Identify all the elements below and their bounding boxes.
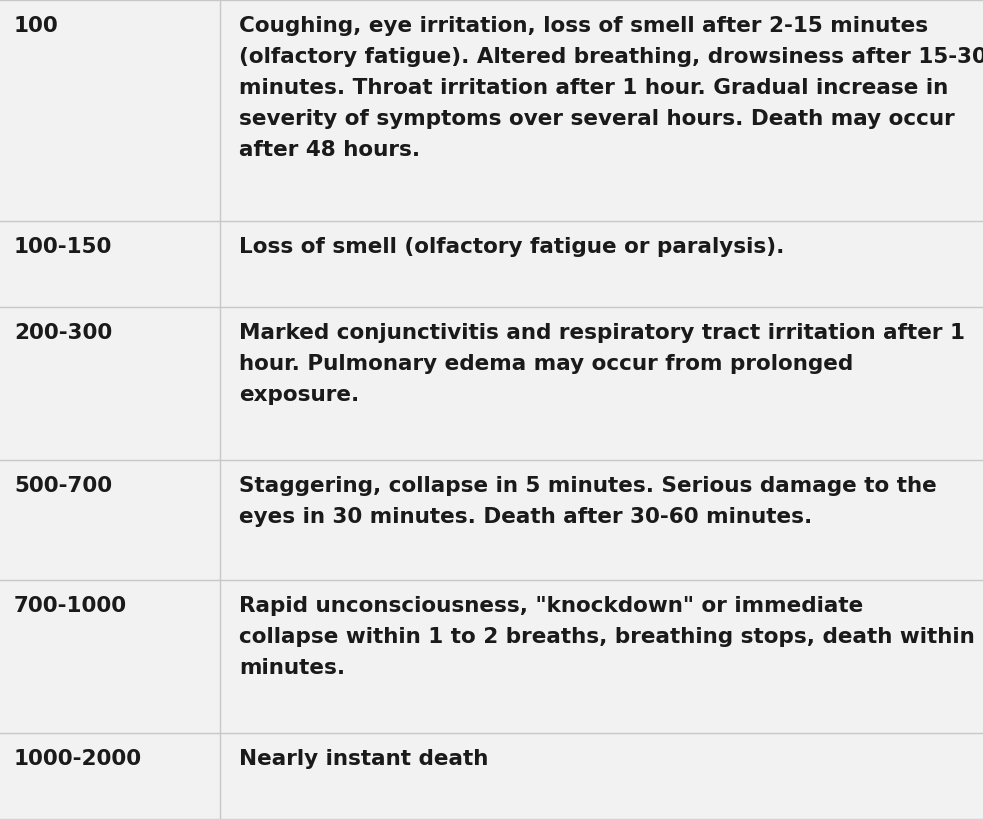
Text: 700-1000: 700-1000 bbox=[14, 595, 127, 616]
Text: Marked conjunctivitis and respiratory tract irritation after 1
hour. Pulmonary e: Marked conjunctivitis and respiratory tr… bbox=[239, 323, 965, 405]
Text: Staggering, collapse in 5 minutes. Serious damage to the
eyes in 30 minutes. Dea: Staggering, collapse in 5 minutes. Serio… bbox=[239, 476, 937, 527]
Text: Nearly instant death: Nearly instant death bbox=[239, 749, 489, 769]
Text: 1000-2000: 1000-2000 bbox=[14, 749, 143, 769]
Text: 500-700: 500-700 bbox=[14, 476, 112, 496]
Text: 200-300: 200-300 bbox=[14, 323, 112, 343]
Text: 100: 100 bbox=[14, 16, 59, 36]
Text: Coughing, eye irritation, loss of smell after 2-15 minutes
(olfactory fatigue). : Coughing, eye irritation, loss of smell … bbox=[239, 16, 983, 160]
Text: 100-150: 100-150 bbox=[14, 237, 112, 257]
Text: Loss of smell (olfactory fatigue or paralysis).: Loss of smell (olfactory fatigue or para… bbox=[239, 237, 784, 257]
Text: Rapid unconsciousness, "knockdown" or immediate
collapse within 1 to 2 breaths, : Rapid unconsciousness, "knockdown" or im… bbox=[239, 595, 975, 677]
